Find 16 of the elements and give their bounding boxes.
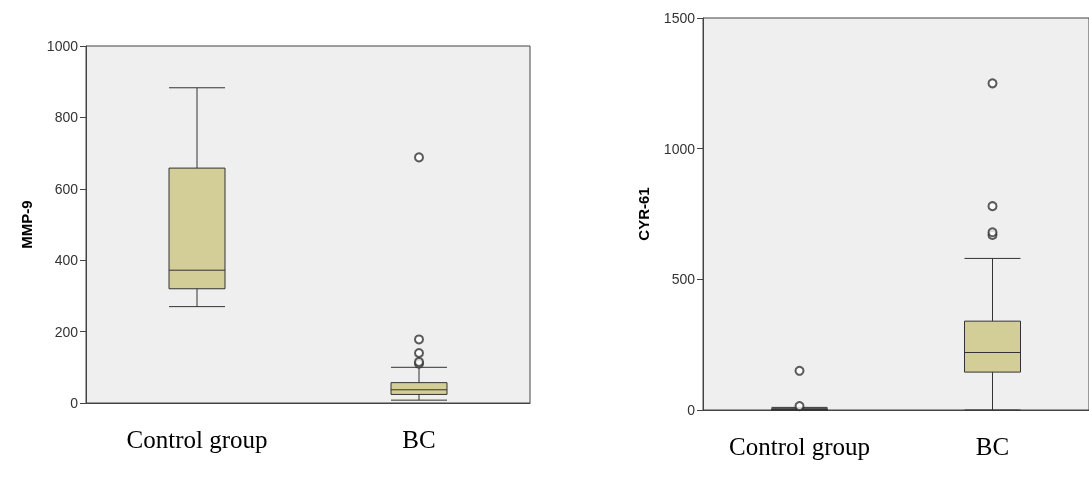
y-axis-title: CYR-61 [635,187,652,241]
y-tick-label: 1500 [663,10,696,26]
x-tick-label: BC [975,433,1010,460]
y-tick-label: 1000 [46,38,79,54]
y-tick-label: 500 [671,271,696,288]
y-tick-label: 600 [54,180,79,197]
y-axis-title: MMP-9 [18,200,35,249]
x-tick-label: Control group [729,433,870,460]
y-tick-label: 400 [54,252,79,269]
y-tick-label: 800 [54,109,79,126]
y-tick-label: 0 [70,395,79,411]
y-tick-label: 0 [687,402,696,418]
y-tick-label: 200 [54,323,79,340]
y-tick-label: 1000 [663,140,696,157]
x-tick-label: BC [402,426,436,453]
x-tick-label: Control group [126,426,268,453]
